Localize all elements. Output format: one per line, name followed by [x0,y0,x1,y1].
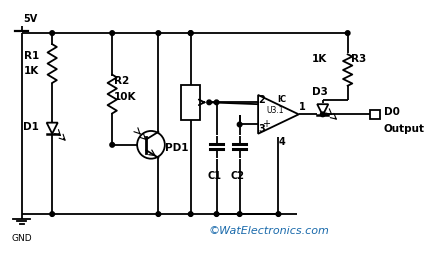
Circle shape [320,112,324,117]
Circle shape [188,31,193,35]
Text: U3.1: U3.1 [265,106,283,115]
Circle shape [109,143,114,147]
Text: GND: GND [12,234,32,244]
Text: PD1: PD1 [164,143,188,153]
Circle shape [109,31,114,35]
Circle shape [345,31,349,35]
Circle shape [214,100,219,105]
Text: D1: D1 [23,122,39,132]
Text: 4: 4 [278,137,285,147]
Circle shape [50,31,55,35]
Bar [181,85,199,120]
Text: 1K: 1K [311,54,327,64]
Text: R2: R2 [114,76,129,86]
Text: 5V: 5V [23,14,38,24]
Text: 3: 3 [258,124,265,134]
Text: +: + [262,118,270,129]
Polygon shape [317,104,328,115]
Text: C1: C1 [207,171,221,181]
Circle shape [50,212,55,216]
Circle shape [237,212,242,216]
Circle shape [188,31,193,35]
Text: C2: C2 [230,171,244,181]
Text: R1: R1 [24,51,39,61]
Text: 2: 2 [258,94,265,105]
Text: D0: D0 [383,108,399,117]
Circle shape [206,100,211,105]
Circle shape [155,31,160,35]
Circle shape [188,212,193,216]
Circle shape [276,212,280,216]
Circle shape [237,122,242,127]
Circle shape [155,212,160,216]
Text: 1: 1 [298,102,305,112]
Text: R3: R3 [351,54,366,64]
Text: IC: IC [277,95,286,104]
Text: ©WatElectronics.com: ©WatElectronics.com [208,226,329,236]
Text: 10K: 10K [114,92,136,102]
Text: Output: Output [383,123,424,134]
Circle shape [214,212,219,216]
Text: 1K: 1K [24,66,39,76]
Polygon shape [46,123,58,134]
Bar [369,110,379,119]
Text: D3: D3 [311,87,327,97]
